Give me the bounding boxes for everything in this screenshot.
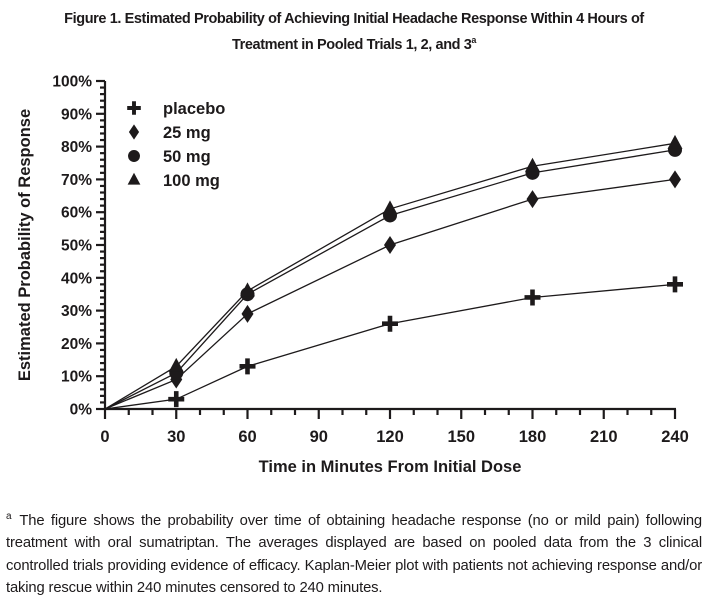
- triangle-marker: [240, 282, 255, 297]
- figure-page: Figure 1. Estimated Probability of Achie…: [0, 9, 708, 613]
- plus-marker: [667, 276, 683, 293]
- y-tick-label: 50%: [61, 237, 92, 254]
- diamond-marker: [384, 235, 396, 254]
- figure-title-line2: Treatment in Pooled Trials 1, 2, and 3a: [4, 30, 704, 56]
- plus-marker: [524, 289, 541, 306]
- x-tick-label: 180: [519, 428, 547, 446]
- diamond-marker: [128, 124, 140, 140]
- triangle-marker: [382, 200, 398, 215]
- plus-marker: [127, 101, 141, 115]
- series-line: [104, 178, 676, 410]
- legend-label: 25 mg: [163, 124, 211, 142]
- figure-title-line2-text: Treatment in Pooled Trials 1, 2, and 3: [231, 36, 472, 53]
- triangle-marker: [667, 134, 683, 149]
- x-tick-label: 30: [167, 428, 185, 446]
- x-tick-label: 150: [447, 428, 475, 446]
- footnote-marker: a: [6, 510, 12, 522]
- diamond-marker: [669, 170, 681, 189]
- x-tick-label: 90: [310, 428, 328, 446]
- y-tick-label: 40%: [61, 270, 92, 287]
- y-tick-label: 0%: [70, 401, 93, 418]
- series-line: [104, 283, 676, 410]
- axis-labels: 0% 10% 20% 30% 40% 50% 60% 70% 80% 90% 100% 0 30 60 90…: [16, 73, 689, 476]
- legend-label: placebo: [163, 100, 225, 118]
- series-100-mg: [104, 134, 683, 410]
- figure-title-line1: Figure 1. Estimated Probability of Achie…: [64, 11, 644, 27]
- figure-footnote: a The figure shows the probability over t…: [6, 506, 702, 600]
- plus-marker: [168, 390, 185, 407]
- y-tick-label: 90%: [61, 106, 92, 123]
- headache-response-chart: 0% 10% 20% 30% 40% 50% 60% 70% 80% 90% 100% 0 30 60 90…: [16, 73, 689, 476]
- triangle-marker: [127, 172, 141, 185]
- x-axis-title: Time in Minutes From Initial Dose: [259, 458, 522, 476]
- x-tick-label: 240: [661, 428, 689, 446]
- triangle-marker: [168, 357, 184, 372]
- diamond-marker: [526, 189, 539, 208]
- x-tick-label: 60: [238, 428, 256, 446]
- y-tick-label: 80%: [61, 139, 92, 156]
- legend-label: 100 mg: [163, 172, 220, 190]
- x-tick-label: 120: [376, 428, 404, 446]
- plus-marker: [239, 358, 256, 375]
- x-tick-label: 210: [590, 428, 618, 446]
- y-axis-title: Estimated Probability of Response: [16, 109, 34, 381]
- figure-title: Figure 1. Estimated Probability of Achie…: [4, 9, 704, 56]
- circle-marker: [128, 149, 140, 162]
- y-tick-label: 20%: [61, 336, 92, 353]
- series-line: [104, 149, 676, 410]
- x-tick-label: 0: [100, 428, 109, 446]
- y-tick-label: 70%: [61, 172, 92, 189]
- diamond-marker: [241, 304, 254, 323]
- plus-marker: [382, 315, 398, 332]
- footnote-text: The figure shows the probability over ti…: [6, 512, 702, 597]
- y-tick-label: 10%: [61, 369, 92, 386]
- y-tick-label: 60%: [61, 205, 92, 222]
- series-line: [104, 142, 676, 410]
- y-tick-label: 30%: [61, 303, 92, 320]
- triangle-marker: [525, 157, 540, 172]
- legend-label: 50 mg: [163, 148, 211, 166]
- figure-title-footnote-marker: a: [471, 35, 477, 45]
- axes: [96, 79, 677, 419]
- y-tick-label: 100%: [52, 73, 92, 90]
- series-placebo: [104, 276, 683, 410]
- legend: placebo 25 mg 50 mg 100 mg: [127, 100, 225, 190]
